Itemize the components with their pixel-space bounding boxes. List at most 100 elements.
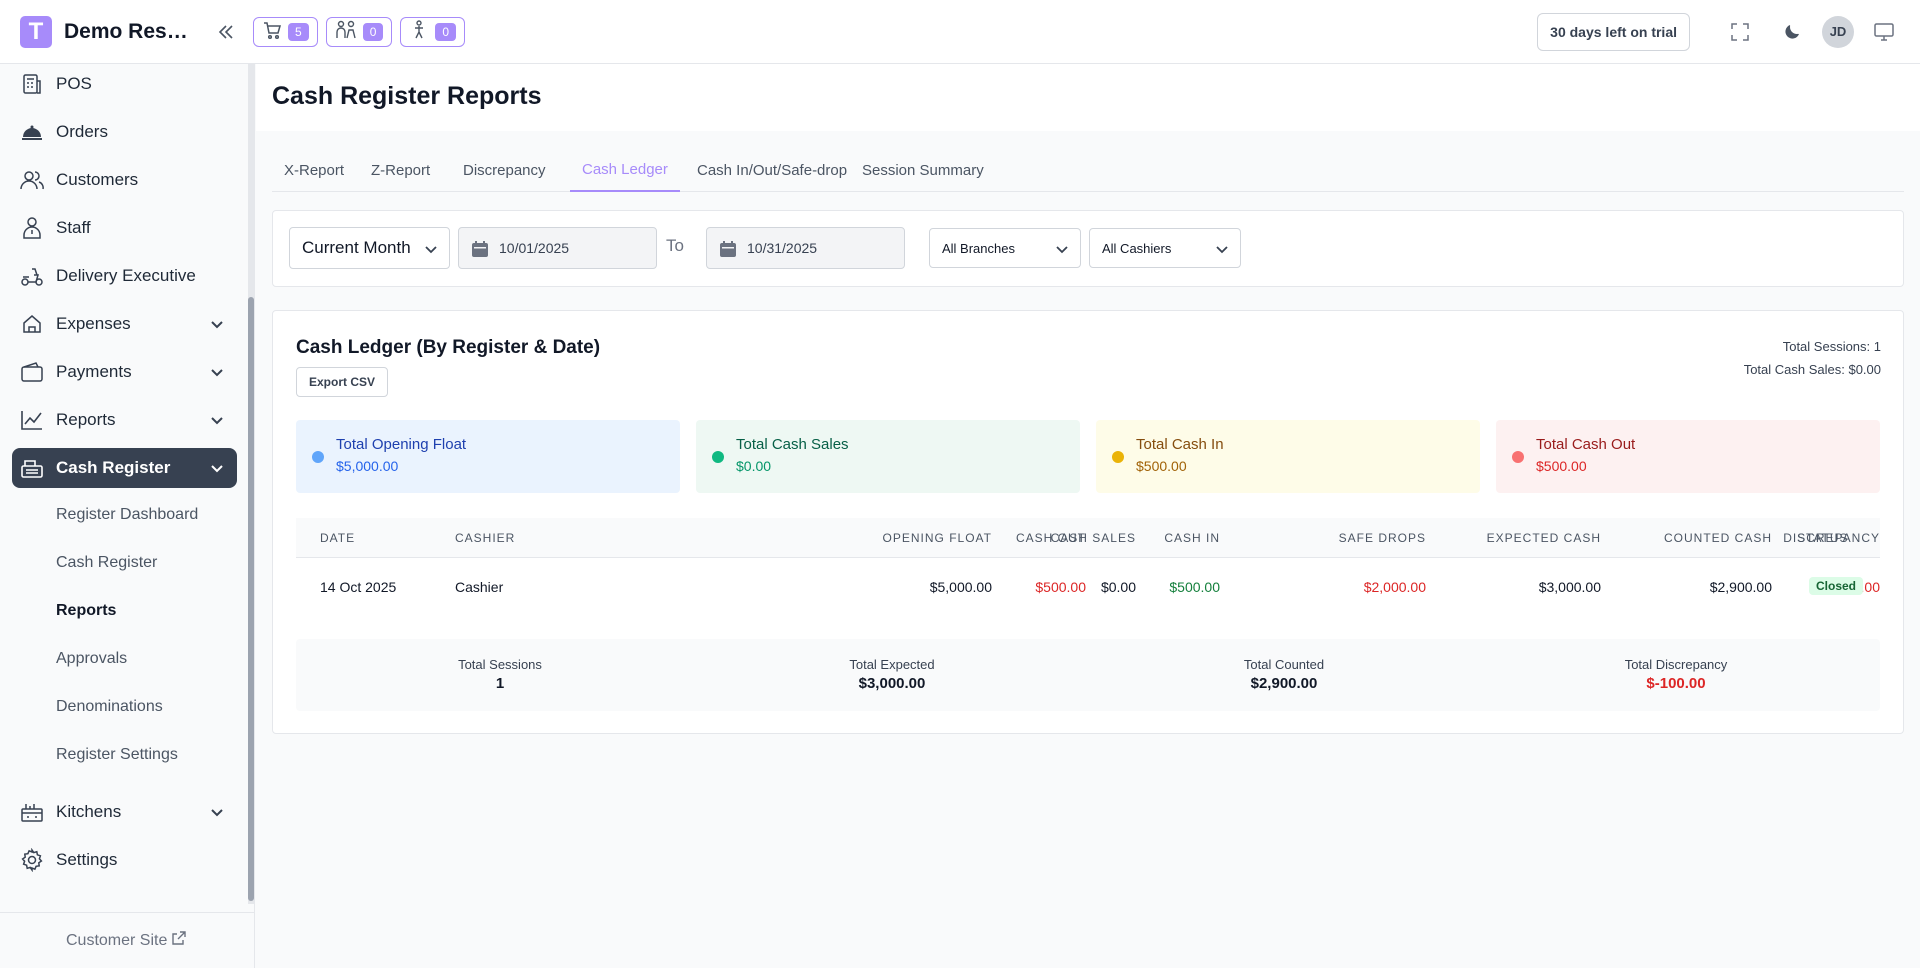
sidebar-item-reports[interactable]: Reports bbox=[12, 400, 237, 440]
cash-register-icon bbox=[20, 456, 44, 480]
sidebar-item-staff[interactable]: Staff bbox=[12, 208, 237, 248]
sidebar-item-label: Staff bbox=[56, 218, 91, 237]
column-header-discrepancy[interactable]: Discrepancy bbox=[1783, 531, 1880, 545]
column-header-expected-cash[interactable]: Expected Cash bbox=[1486, 531, 1601, 545]
delivery-chip[interactable]: 0 bbox=[400, 16, 466, 47]
column-header-cash-in[interactable]: Cash In bbox=[1164, 531, 1220, 545]
dark-mode-icon[interactable] bbox=[1770, 10, 1814, 54]
calendar-icon bbox=[472, 241, 488, 257]
sidebar-item-orders[interactable]: Orders bbox=[12, 112, 237, 152]
submenu-register-settings[interactable]: Register Settings bbox=[56, 746, 178, 763]
stat-value: $500.00 bbox=[1536, 458, 1587, 474]
brand: T Demo Restaurant bbox=[0, 15, 255, 48]
restaurant-name: Demo Restaurant bbox=[64, 19, 194, 43]
monitor-icon[interactable] bbox=[1862, 10, 1906, 54]
tab-cash-in-out-safe-drop[interactable]: Cash In/Out/Safe-drop bbox=[697, 161, 848, 179]
cashier-select[interactable]: All Cashiers bbox=[1089, 228, 1241, 268]
chevron-down-icon bbox=[211, 417, 223, 425]
main-content: Cash Register Reports X-Report Z-Report … bbox=[256, 64, 1920, 968]
waiter-icon bbox=[335, 20, 357, 43]
waiter-requests-chip[interactable]: 0 bbox=[325, 16, 393, 47]
sidebar-item-label: Orders bbox=[56, 122, 108, 141]
total-label: Total Expected bbox=[849, 657, 935, 672]
column-header-cash-out[interactable]: Cash Out bbox=[1015, 531, 1086, 545]
brand-logo[interactable]: T bbox=[20, 15, 52, 48]
stat-cash-out: Total Cash Out $500.00 bbox=[1496, 420, 1880, 493]
export-csv-button[interactable]: Export CSV bbox=[296, 367, 389, 397]
trial-button[interactable]: 30 days left on trial bbox=[1537, 12, 1690, 51]
stat-cash-in: Total Cash In $500.00 bbox=[1096, 420, 1480, 493]
submenu-register-dashboard[interactable]: Register Dashboard bbox=[56, 506, 199, 523]
tab-z-report[interactable]: Z-Report bbox=[371, 161, 431, 179]
sidebar-item-customers[interactable]: Customers bbox=[12, 160, 237, 200]
chevron-down-icon bbox=[211, 321, 223, 329]
sidebar-scrollbar[interactable] bbox=[248, 64, 254, 904]
total-expected: Total Expected $3,000.00 bbox=[696, 657, 1088, 692]
total-value: $2,900.00 bbox=[1250, 675, 1318, 692]
cell-safe-drops: $2,000.00 bbox=[1363, 579, 1426, 595]
report-tabs: X-Report Z-Report Discrepancy Cash Ledge… bbox=[272, 148, 1904, 192]
tab-cash-ledger[interactable]: Cash Ledger bbox=[570, 148, 680, 192]
gear-icon bbox=[20, 848, 44, 872]
sidebar: POS Orders Customers Staff Delivery Exec… bbox=[0, 64, 255, 968]
to-date-value: 10/31/2025 bbox=[747, 240, 818, 256]
chevron-down-icon bbox=[425, 246, 437, 254]
tab-session-summary[interactable]: Session Summary bbox=[862, 161, 984, 179]
cell-counted-cash: $2,900.00 bbox=[1709, 579, 1772, 595]
column-header-opening-float[interactable]: Opening Float bbox=[882, 531, 992, 545]
sidebar-item-cash-register[interactable]: Cash Register bbox=[12, 448, 237, 488]
delivery-count: 0 bbox=[435, 22, 457, 41]
status-badge: Closed bbox=[1809, 577, 1864, 595]
to-date-input[interactable]: 10/31/2025 bbox=[706, 227, 905, 269]
chart-line-icon bbox=[20, 408, 44, 432]
total-label: Total Discrepancy bbox=[1624, 657, 1728, 672]
column-header-status[interactable]: Status bbox=[1797, 531, 1849, 545]
submenu-denominations[interactable]: Denominations bbox=[56, 698, 163, 715]
from-date-value: 10/01/2025 bbox=[499, 240, 570, 256]
customer-site-link[interactable]: Customer Site bbox=[66, 930, 187, 951]
sidebar-item-delivery-executive[interactable]: Delivery Executive bbox=[12, 256, 237, 296]
stat-value: $500.00 bbox=[1136, 458, 1187, 474]
cell-opening-float: $5,000.00 bbox=[929, 579, 992, 595]
orders-chip[interactable]: 5 bbox=[253, 16, 318, 47]
period-select-value: Current Month bbox=[302, 238, 411, 257]
submenu-cash-register[interactable]: Cash Register bbox=[56, 554, 158, 571]
column-header-cash-sales[interactable]: Cash Sales bbox=[1050, 531, 1136, 545]
chevron-down-icon bbox=[211, 465, 223, 473]
sidebar-scrollbar-thumb[interactable] bbox=[248, 297, 254, 901]
total-value: $-100.00 bbox=[1646, 675, 1706, 692]
sidebar-item-label: Reports bbox=[56, 410, 116, 429]
table-row[interactable]: 14 Oct 2025 Cashier $5,000.00 $0.00 $500… bbox=[296, 559, 1880, 617]
stat-cash-sales: Total Cash Sales $0.00 bbox=[696, 420, 1080, 493]
branch-select[interactable]: All Branches bbox=[929, 228, 1081, 268]
period-select[interactable]: Current Month bbox=[289, 227, 450, 269]
from-date-input[interactable]: 10/01/2025 bbox=[458, 227, 657, 269]
stat-label: Total Opening Float bbox=[336, 436, 467, 453]
total-sessions: Total Sessions 1 bbox=[304, 657, 696, 692]
sidebar-item-settings[interactable]: Settings bbox=[12, 840, 237, 880]
column-header-date[interactable]: Date bbox=[320, 531, 356, 545]
sidebar-item-pos[interactable]: POS bbox=[12, 64, 237, 104]
submenu-approvals[interactable]: Approvals bbox=[56, 650, 128, 667]
column-header-cashier[interactable]: Cashier bbox=[455, 531, 516, 545]
sidebar-item-expenses[interactable]: Expenses bbox=[12, 304, 237, 344]
sidebar-item-kitchens[interactable]: Kitchens bbox=[12, 792, 237, 832]
sidebar-item-label: Kitchens bbox=[56, 802, 122, 821]
pos-icon bbox=[20, 72, 44, 96]
sidebar-item-payments[interactable]: Payments bbox=[12, 352, 237, 392]
filters-panel: Current Month 10/01/2025 To 10/31/2025 A… bbox=[272, 210, 1904, 287]
user-avatar[interactable]: JD bbox=[1822, 15, 1854, 48]
stat-value: $5,000.00 bbox=[336, 458, 399, 474]
fullscreen-icon[interactable] bbox=[1718, 10, 1762, 54]
tab-discrepancy[interactable]: Discrepancy bbox=[463, 161, 546, 179]
delivery-icon bbox=[409, 20, 429, 43]
collapse-sidebar-icon[interactable] bbox=[214, 20, 238, 44]
submenu-reports[interactable]: Reports bbox=[56, 602, 117, 619]
house-icon bbox=[20, 312, 44, 336]
column-header-safe-drops[interactable]: Safe Drops bbox=[1338, 531, 1426, 545]
tab-x-report[interactable]: X-Report bbox=[284, 161, 345, 179]
column-header-counted-cash[interactable]: Counted Cash bbox=[1663, 531, 1772, 545]
cell-cash-sales: $0.00 bbox=[1100, 579, 1136, 595]
kitchen-icon bbox=[20, 800, 44, 824]
cell-expected-cash: $3,000.00 bbox=[1538, 579, 1601, 595]
